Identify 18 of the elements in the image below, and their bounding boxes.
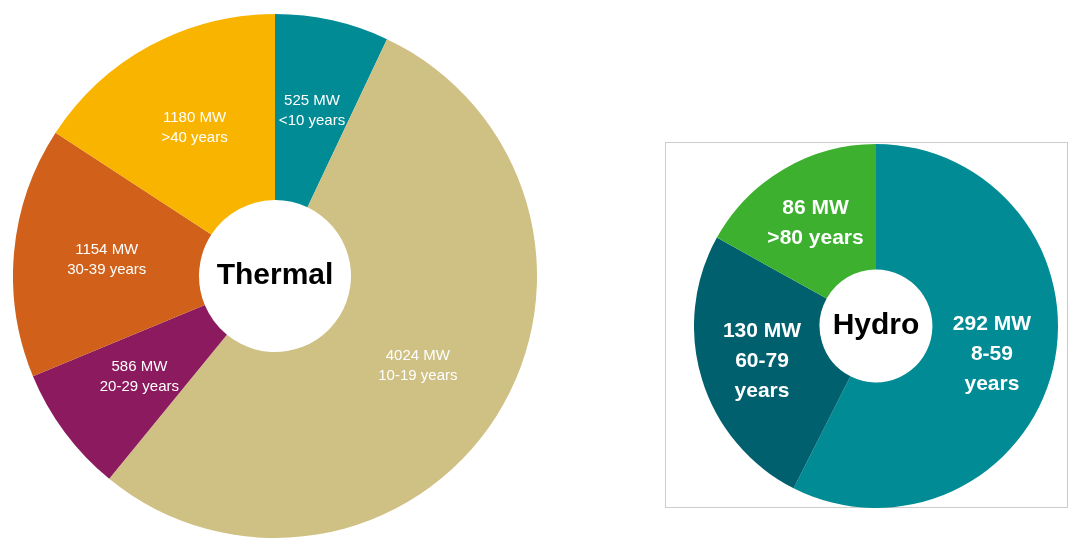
slice-label: 10-19 years (378, 366, 458, 384)
data-label: 4024 MW (385, 346, 451, 364)
data-label: 1154 MW (75, 240, 140, 258)
data-label: 292 MW (952, 310, 1032, 334)
slice-label: 20-29 years (99, 376, 179, 394)
slice-label: 30-39 years (67, 260, 147, 278)
slice-label: >80 years (767, 225, 864, 249)
data-label: 130 MW (722, 317, 802, 341)
slice-label: 60-79 years (734, 347, 790, 401)
text: Hydro (832, 307, 920, 341)
slice-label: <10 years (278, 111, 346, 129)
data-label: 1180 MW (162, 107, 227, 125)
slice-label: 8-59 years (964, 340, 1020, 394)
data-label: 525 MW (284, 91, 341, 109)
data-label: 86 MW (782, 195, 849, 219)
text: Thermal (216, 257, 334, 291)
slice-label: >40 years (161, 127, 228, 145)
data-label: 586 MW (111, 356, 169, 374)
